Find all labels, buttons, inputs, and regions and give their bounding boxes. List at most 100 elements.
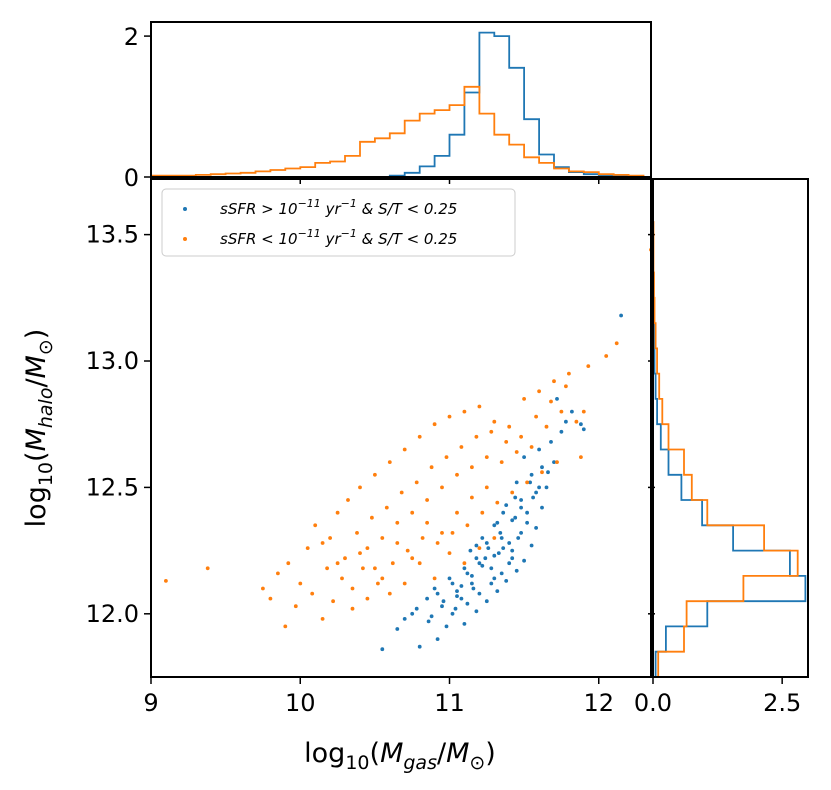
- scatter-point-series-2: [320, 541, 325, 545]
- scatter-point-series-2: [447, 414, 452, 419]
- right-hist-x-tick-label: 0.0: [634, 689, 672, 717]
- scatter-point-series-2: [395, 520, 400, 525]
- scatter-point-series-2: [614, 341, 619, 346]
- scatter-point-series-1: [471, 586, 476, 591]
- scatter-point-series-1: [510, 518, 515, 523]
- scatter-point-series-2: [313, 523, 318, 528]
- right-hist-x-tick-label: 2.5: [763, 689, 801, 717]
- scatter-point-series-1: [410, 611, 415, 616]
- scatter-point-series-2: [425, 520, 429, 525]
- scatter-point-series-2: [261, 586, 265, 591]
- scatter-point-series-2: [410, 556, 415, 561]
- scatter-point-series-2: [373, 472, 377, 477]
- scatter-point-series-1: [489, 581, 494, 586]
- scatter-point-series-2: [350, 586, 355, 591]
- scatter-point-series-2: [519, 434, 523, 439]
- scatter-point-series-1: [504, 503, 509, 507]
- scatter-point-series-1: [559, 429, 564, 434]
- scatter-point-series-2: [544, 424, 549, 429]
- scatter-point-series-2: [432, 576, 437, 581]
- scatter-point-series-1: [453, 606, 458, 611]
- scatter-point-series-2: [574, 419, 579, 424]
- scatter-point-series-1: [619, 313, 623, 318]
- scatter-point-series-2: [373, 566, 377, 571]
- scatter-point-series-2: [390, 561, 395, 566]
- scatter-point-series-2: [405, 548, 410, 553]
- scatter-point-series-2: [399, 490, 404, 495]
- scatter-point-series-1: [519, 505, 523, 510]
- scatter-point-series-1: [499, 571, 504, 576]
- scatter-point-series-1: [495, 589, 500, 593]
- scatter-point-series-1: [549, 440, 553, 444]
- scatter-point-series-1: [441, 599, 446, 604]
- scatter-point-series-2: [283, 624, 288, 629]
- scatter-point-series-2: [440, 485, 444, 490]
- scatter-point-series-2: [455, 472, 459, 477]
- scatter-point-series-1: [504, 579, 509, 583]
- scatter-point-series-1: [455, 589, 459, 593]
- scatter-point-series-1: [499, 536, 504, 540]
- scatter-point-series-2: [380, 576, 385, 581]
- y-tick-label: 12.5: [86, 473, 139, 501]
- scatter-point-series-1: [425, 596, 429, 601]
- scatter-point-series-1: [534, 490, 538, 495]
- scatter-point-series-2: [604, 354, 609, 358]
- scatter-point-series-2: [358, 485, 362, 490]
- scatter-point-series-2: [564, 384, 568, 389]
- scatter-point-series-1: [444, 624, 449, 629]
- scatter-point-series-2: [462, 409, 467, 414]
- scatter-point-series-2: [410, 510, 415, 515]
- scatter-point-series-2: [365, 546, 370, 550]
- x-tick-label: 9: [143, 689, 158, 717]
- scatter-point-series-1: [496, 551, 501, 555]
- scatter-point-series-1: [540, 505, 544, 510]
- scatter-point-series-2: [455, 510, 459, 515]
- scatter-point-series-1: [581, 427, 586, 432]
- scatter-point-series-2: [286, 561, 291, 566]
- scatter-point-series-2: [395, 541, 400, 545]
- y-tick-label: 13.0: [86, 347, 139, 375]
- scatter-point-series-1: [459, 584, 464, 588]
- scatter-point-series-1: [395, 627, 400, 631]
- scatter-point-series-1: [414, 606, 419, 611]
- scatter-point-series-1: [501, 510, 506, 515]
- scatter-point-series-2: [495, 500, 500, 505]
- scatter-point-series-2: [402, 581, 407, 586]
- scatter-point-series-1: [534, 526, 538, 530]
- scatter-point-series-2: [540, 470, 544, 475]
- scatter-point-series-2: [370, 515, 374, 520]
- scatter-point-series-1: [440, 604, 444, 609]
- scatter-point-series-1: [529, 472, 534, 477]
- scatter-point-series-2: [507, 424, 512, 429]
- top-histogram-panel: 02: [124, 21, 652, 192]
- scatter-point-series-2: [579, 455, 583, 459]
- scatter-point-series-1: [417, 644, 422, 649]
- scatter-point-series-2: [529, 445, 534, 449]
- scatter-point-series-1: [498, 531, 503, 535]
- scatter-point-series-2: [462, 561, 467, 566]
- scatter-point-series-2: [205, 566, 210, 571]
- y-tick-label: 12.0: [86, 600, 139, 628]
- scatter-point-series-1: [483, 556, 488, 561]
- scatter-point-series-2: [492, 419, 497, 424]
- scatter-point-series-2: [432, 422, 437, 427]
- scatter-point-series-1: [470, 574, 474, 578]
- scatter-point-series-2: [559, 409, 564, 414]
- scatter-point-series-2: [552, 379, 556, 384]
- legend: sSFR > 10−11 yr−1 & S/T < 0.25 sSFR < 10…: [161, 188, 516, 257]
- scatter-point-series-2: [474, 434, 479, 439]
- scatter-point-series-2: [417, 434, 422, 439]
- scatter-frame: [150, 178, 652, 678]
- scatter-point-series-1: [484, 599, 489, 604]
- scatter-point-series-2: [477, 404, 482, 409]
- scatter-point-series-1: [435, 591, 440, 596]
- scatter-point-series-2: [489, 429, 494, 434]
- scatter-point-series-2: [320, 617, 325, 621]
- right-histogram-panel: 0.0 2.5: [634, 178, 809, 717]
- scatter-point-series-1: [474, 609, 479, 614]
- scatter-point-series-1: [380, 647, 385, 652]
- scatter-point-series-1: [510, 548, 515, 553]
- scatter-point-series-2: [435, 541, 440, 545]
- scatter-point-series-1: [564, 419, 568, 424]
- scatter-point-series-2: [499, 460, 504, 464]
